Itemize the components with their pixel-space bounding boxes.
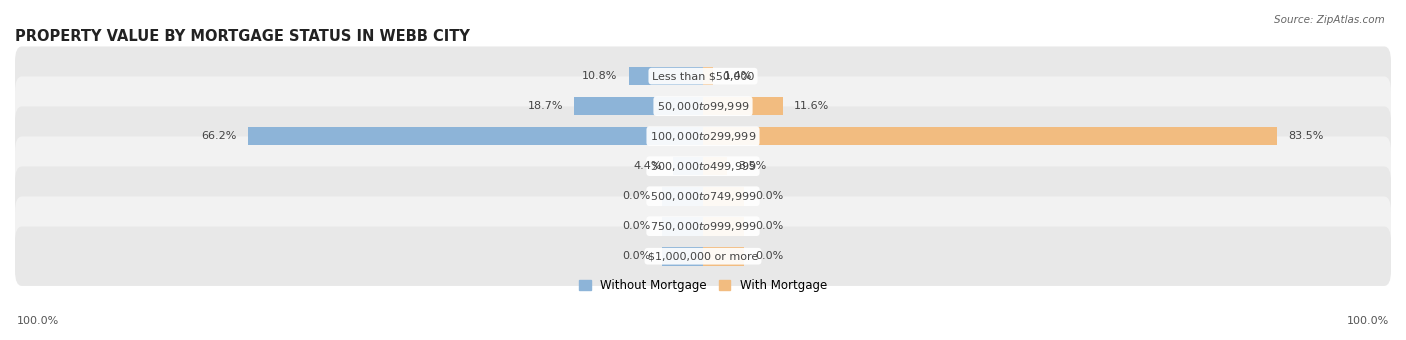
Text: 0.0%: 0.0% <box>623 221 651 231</box>
FancyBboxPatch shape <box>15 226 1391 286</box>
Bar <box>703 247 744 266</box>
FancyBboxPatch shape <box>15 197 1391 256</box>
FancyBboxPatch shape <box>15 76 1391 136</box>
Text: $750,000 to $999,999: $750,000 to $999,999 <box>650 220 756 233</box>
Text: $1,000,000 or more: $1,000,000 or more <box>648 251 758 261</box>
Text: 4.4%: 4.4% <box>633 161 662 171</box>
Bar <box>662 247 703 266</box>
Text: 10.8%: 10.8% <box>582 71 617 81</box>
Text: 0.0%: 0.0% <box>755 221 783 231</box>
Text: 11.6%: 11.6% <box>794 101 830 111</box>
FancyBboxPatch shape <box>15 167 1391 226</box>
Bar <box>703 217 744 236</box>
Text: $100,000 to $299,999: $100,000 to $299,999 <box>650 130 756 143</box>
Bar <box>662 187 703 205</box>
Bar <box>703 187 744 205</box>
FancyBboxPatch shape <box>15 136 1391 196</box>
FancyBboxPatch shape <box>15 47 1391 106</box>
Text: $500,000 to $749,999: $500,000 to $749,999 <box>650 190 756 203</box>
Text: 0.0%: 0.0% <box>623 191 651 201</box>
Text: 83.5%: 83.5% <box>1288 131 1324 141</box>
Bar <box>703 97 783 116</box>
Bar <box>662 217 703 236</box>
Text: 18.7%: 18.7% <box>527 101 564 111</box>
FancyBboxPatch shape <box>15 106 1391 166</box>
Text: PROPERTY VALUE BY MORTGAGE STATUS IN WEBB CITY: PROPERTY VALUE BY MORTGAGE STATUS IN WEB… <box>15 29 470 44</box>
Text: 100.0%: 100.0% <box>1347 317 1389 326</box>
Text: Less than $50,000: Less than $50,000 <box>652 71 754 81</box>
Text: 0.0%: 0.0% <box>755 251 783 261</box>
Bar <box>247 127 703 146</box>
Text: 3.5%: 3.5% <box>738 161 766 171</box>
Legend: Without Mortgage, With Mortgage: Without Mortgage, With Mortgage <box>574 274 832 297</box>
Bar <box>703 157 727 175</box>
Text: 1.4%: 1.4% <box>724 71 752 81</box>
Text: 66.2%: 66.2% <box>201 131 236 141</box>
Text: 100.0%: 100.0% <box>17 317 59 326</box>
Bar <box>574 97 703 116</box>
Text: $50,000 to $99,999: $50,000 to $99,999 <box>657 100 749 113</box>
Text: Source: ZipAtlas.com: Source: ZipAtlas.com <box>1274 15 1385 25</box>
Bar <box>703 127 1278 146</box>
Bar <box>628 67 703 85</box>
Text: 0.0%: 0.0% <box>755 191 783 201</box>
Bar <box>672 157 703 175</box>
Text: 0.0%: 0.0% <box>623 251 651 261</box>
Text: $300,000 to $499,999: $300,000 to $499,999 <box>650 160 756 173</box>
Bar <box>703 67 713 85</box>
